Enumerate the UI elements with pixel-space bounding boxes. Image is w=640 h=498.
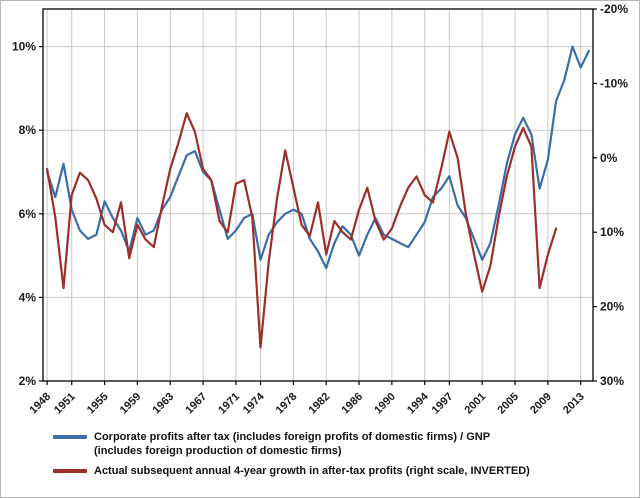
legend-item-subsequent-growth: Actual subsequent annual 4-year growth i…: [53, 464, 639, 478]
svg-text:10%: 10%: [600, 225, 624, 239]
svg-text:2005: 2005: [495, 391, 521, 417]
svg-text:1971: 1971: [216, 391, 242, 417]
legend-label-line: Actual subsequent annual 4-year growth i…: [94, 464, 530, 477]
svg-text:1997: 1997: [430, 391, 456, 417]
legend-label-profits-gnp: Corporate profits after tax (includes fo…: [94, 430, 490, 459]
svg-text:2%: 2%: [19, 374, 37, 388]
svg-text:2009: 2009: [528, 391, 554, 417]
svg-text:1974: 1974: [241, 390, 267, 416]
chart-legend: Corporate profits after tax (includes fo…: [53, 430, 639, 478]
svg-text:2013: 2013: [561, 391, 587, 417]
svg-text:2001: 2001: [463, 391, 489, 417]
svg-text:1959: 1959: [118, 391, 144, 417]
svg-text:1967: 1967: [183, 391, 209, 417]
svg-text:4%: 4%: [19, 290, 37, 304]
blue-line-swatch: [53, 435, 87, 439]
svg-text:1990: 1990: [372, 391, 398, 417]
svg-text:1955: 1955: [85, 391, 111, 417]
svg-text:1982: 1982: [307, 391, 333, 417]
legend-label-subsequent-growth: Actual subsequent annual 4-year growth i…: [94, 464, 530, 478]
svg-text:1951: 1951: [52, 391, 78, 417]
svg-text:1994: 1994: [405, 390, 431, 416]
red-line-swatch: [53, 468, 87, 473]
svg-text:8%: 8%: [19, 123, 37, 137]
svg-text:1978: 1978: [274, 391, 300, 417]
legend-label-line: (includes foreign production of domestic…: [94, 445, 342, 458]
svg-text:30%: 30%: [600, 374, 624, 388]
svg-text:1948: 1948: [27, 391, 53, 417]
svg-text:0%: 0%: [600, 151, 618, 165]
svg-text:1963: 1963: [151, 391, 177, 417]
svg-text:1986: 1986: [339, 391, 365, 417]
legend-label-line: Corporate profits after tax (includes fo…: [94, 431, 491, 443]
legend-item-profits-gnp: Corporate profits after tax (includes fo…: [53, 430, 639, 459]
svg-text:6%: 6%: [19, 207, 37, 221]
svg-text:-20%: -20%: [600, 2, 628, 16]
svg-text:20%: 20%: [600, 300, 624, 314]
svg-text:-10%: -10%: [600, 76, 628, 90]
svg-text:10%: 10%: [12, 40, 36, 54]
